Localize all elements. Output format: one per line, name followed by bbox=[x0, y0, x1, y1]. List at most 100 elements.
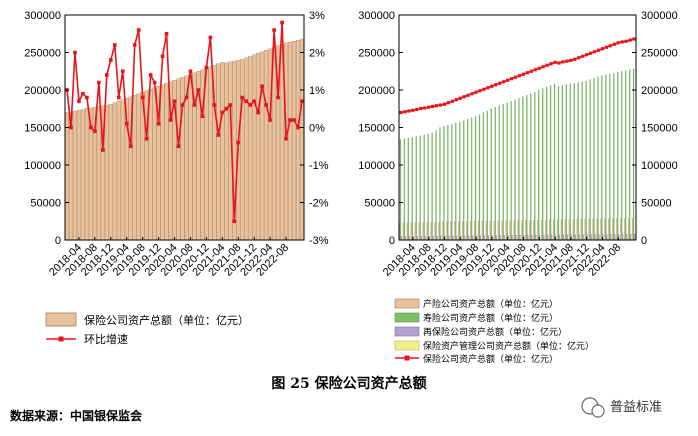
total-assets-point bbox=[573, 57, 577, 61]
total-assets-point bbox=[423, 106, 427, 110]
reinsurance-assets-bar bbox=[558, 234, 561, 241]
total-assets-bar bbox=[136, 93, 141, 241]
life-assets-bar bbox=[419, 135, 421, 241]
life-assets-bar bbox=[411, 137, 413, 241]
property-assets-bar bbox=[545, 219, 547, 241]
growth-rate-point bbox=[280, 20, 284, 25]
growth-rate-point bbox=[272, 28, 276, 32]
life-assets-bar bbox=[613, 73, 615, 241]
left-chart-left-tick-label: 150000 bbox=[24, 123, 61, 135]
legend-label-asset-mgmt: 保险资产管理公司资产总额（单位：亿元） bbox=[423, 340, 594, 352]
property-assets-bar bbox=[501, 220, 503, 241]
total-assets-bar bbox=[256, 53, 261, 241]
legend-label-reinsurance: 再保险公司资产总额（单位：亿元） bbox=[423, 326, 567, 338]
total-assets-bar bbox=[240, 59, 245, 241]
total-assets-point bbox=[411, 108, 415, 112]
reinsurance-assets-bar bbox=[503, 235, 505, 241]
property-assets-bar bbox=[627, 218, 630, 241]
life-assets-bar bbox=[423, 134, 425, 241]
life-assets-bar bbox=[490, 108, 492, 241]
life-assets-bar bbox=[581, 81, 583, 241]
life-assets-bar bbox=[561, 85, 564, 241]
total-assets-bar bbox=[288, 41, 293, 241]
growth-rate-point bbox=[204, 65, 209, 70]
total-assets-bar bbox=[208, 66, 213, 241]
left-chart-left-tick-label: 250000 bbox=[24, 48, 61, 60]
property-assets-bar bbox=[604, 218, 606, 241]
life-assets-bar bbox=[427, 134, 429, 241]
right-chart-right-axis: 0 50000 100000 150000 200000 250000 300000 bbox=[632, 10, 678, 247]
life-assets-bar bbox=[542, 88, 544, 241]
growth-rate-point bbox=[160, 54, 165, 59]
total-assets-point bbox=[537, 66, 541, 70]
property-assets-bar bbox=[517, 220, 519, 241]
wechat-icon-bubble bbox=[591, 404, 605, 418]
reinsurance-assets-bar bbox=[550, 234, 553, 241]
life-assets-bar bbox=[498, 105, 500, 241]
reinsurance-assets-bar bbox=[535, 234, 537, 241]
left-chart-left-axis: 0 50000 100000 150000 200000 250000 300000 bbox=[24, 10, 69, 247]
life-assets-bar bbox=[526, 95, 528, 241]
life-assets-bar bbox=[518, 98, 520, 241]
total-assets-point bbox=[403, 110, 407, 114]
total-assets-point bbox=[577, 56, 581, 60]
total-assets-bar bbox=[112, 102, 117, 241]
property-assets-bar bbox=[620, 218, 622, 241]
left-chart-x-axis: 2018-042018-082018-122019-042019-082019-… bbox=[47, 237, 291, 279]
growth-rate-point bbox=[81, 91, 85, 96]
legend-swatch-total-bar bbox=[45, 312, 77, 327]
life-assets-bar bbox=[431, 132, 433, 241]
left-chart-bars bbox=[64, 38, 305, 241]
watermark: 普益标准 bbox=[581, 397, 662, 418]
total-assets-bar bbox=[76, 110, 81, 241]
reinsurance-assets-bar bbox=[562, 234, 565, 241]
property-assets-bar bbox=[556, 219, 559, 241]
right-chart-right-tick-label: 200000 bbox=[641, 85, 678, 97]
property-assets-bar bbox=[426, 222, 428, 241]
total-assets-point bbox=[446, 101, 450, 105]
growth-rate-point bbox=[156, 121, 161, 126]
life-assets-bar bbox=[601, 75, 603, 241]
life-assets-bar bbox=[470, 117, 473, 241]
growth-rate-point bbox=[268, 118, 272, 122]
total-assets-bar bbox=[244, 57, 249, 241]
property-assets-bar bbox=[430, 222, 432, 241]
property-assets-bar bbox=[438, 221, 440, 241]
total-assets-point bbox=[478, 89, 482, 93]
total-assets-point bbox=[608, 44, 612, 48]
right-chart-right-tick-label: 50000 bbox=[641, 198, 672, 210]
growth-rate-point bbox=[196, 88, 201, 92]
reinsurance-assets-bar bbox=[590, 234, 592, 241]
growth-rate-point bbox=[208, 35, 213, 40]
reinsurance-assets-bar bbox=[440, 235, 442, 241]
left-chart-left-tick-label: 300000 bbox=[24, 10, 61, 22]
property-assets-bar bbox=[497, 220, 499, 241]
growth-rate-point bbox=[212, 103, 217, 107]
right-chart-left-tick-label: 0 bbox=[389, 235, 395, 247]
total-assets-point bbox=[628, 38, 632, 42]
total-assets-point bbox=[513, 75, 518, 79]
reinsurance-assets-bar bbox=[487, 235, 489, 241]
life-assets-bar bbox=[585, 80, 587, 241]
reinsurance-assets-bar bbox=[452, 235, 454, 241]
left-chart-right-tick-label: -1% bbox=[309, 160, 329, 172]
total-assets-point bbox=[612, 42, 616, 46]
total-assets-point bbox=[545, 63, 549, 67]
property-assets-bar bbox=[576, 219, 578, 241]
total-assets-point bbox=[498, 81, 502, 85]
total-assets-bar bbox=[216, 63, 221, 241]
life-assets-bar bbox=[494, 107, 496, 241]
reinsurance-assets-bar bbox=[566, 234, 568, 241]
growth-rate-point bbox=[224, 106, 229, 111]
total-assets-bar bbox=[72, 110, 77, 241]
life-assets-bar bbox=[621, 71, 623, 241]
growth-rate-point bbox=[128, 144, 133, 149]
reinsurance-assets-bar bbox=[622, 234, 624, 241]
watermark-text: 普益标准 bbox=[610, 400, 662, 415]
reinsurance-assets-bar bbox=[547, 234, 549, 241]
reinsurance-assets-bar bbox=[483, 235, 486, 241]
total-assets-point bbox=[525, 71, 529, 75]
property-assets-bar bbox=[592, 218, 594, 241]
property-assets-bar bbox=[596, 218, 598, 241]
